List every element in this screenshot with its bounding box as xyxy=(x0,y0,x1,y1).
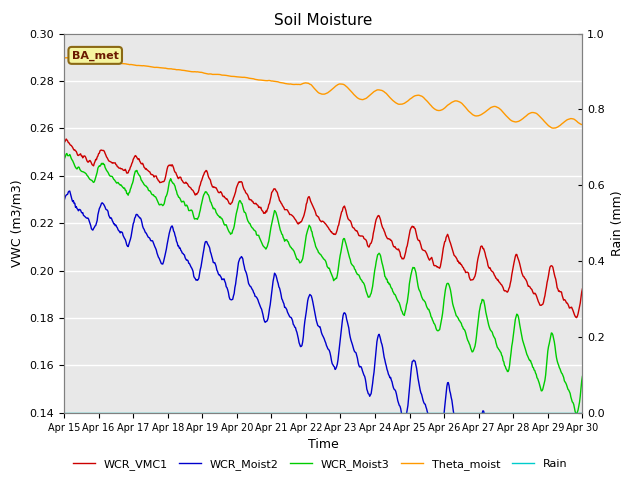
WCR_Moist3 xyxy=(124,191,131,196)
WCR_Moist3 xyxy=(60,157,68,163)
WCR_VMC1 xyxy=(70,147,78,153)
WCR_Moist2 xyxy=(60,198,68,204)
Rain xyxy=(203,410,211,416)
Line: WCR_Moist2: WCR_Moist2 xyxy=(64,191,582,480)
Rain xyxy=(401,410,409,416)
Theta_moist xyxy=(579,122,586,128)
Theta_moist xyxy=(387,96,394,101)
Rain xyxy=(386,410,394,416)
WCR_Moist2 xyxy=(70,201,78,206)
WCR_VMC1 xyxy=(579,286,586,292)
WCR_VMC1 xyxy=(204,170,211,176)
WCR_VMC1 xyxy=(402,249,410,255)
WCR_Moist3 xyxy=(70,161,78,167)
WCR_Moist2 xyxy=(204,241,211,247)
Theta_moist xyxy=(70,55,78,61)
Rain xyxy=(175,410,183,416)
Text: BA_met: BA_met xyxy=(72,50,118,60)
WCR_Moist3 xyxy=(176,196,184,202)
Line: WCR_Moist3: WCR_Moist3 xyxy=(64,154,582,414)
WCR_Moist2 xyxy=(124,243,131,249)
Y-axis label: VWC (m3/m3): VWC (m3/m3) xyxy=(11,180,24,267)
Rain xyxy=(123,410,131,416)
WCR_VMC1 xyxy=(387,238,394,243)
WCR_Moist2 xyxy=(176,245,184,251)
Y-axis label: Rain (mm): Rain (mm) xyxy=(611,191,623,256)
Rain xyxy=(70,410,77,416)
WCR_Moist2 xyxy=(387,374,394,380)
Legend: WCR_VMC1, WCR_Moist2, WCR_Moist3, Theta_moist, Rain: WCR_VMC1, WCR_Moist2, WCR_Moist3, Theta_… xyxy=(68,455,572,474)
Title: Soil Moisture: Soil Moisture xyxy=(274,13,372,28)
WCR_Moist3 xyxy=(573,411,580,417)
Theta_moist xyxy=(402,99,410,105)
WCR_Moist3 xyxy=(402,307,410,312)
WCR_VMC1 xyxy=(176,174,184,180)
WCR_Moist3 xyxy=(387,284,394,289)
Rain xyxy=(60,410,68,416)
Theta_moist xyxy=(124,61,131,67)
WCR_Moist3 xyxy=(204,191,211,197)
Line: Theta_moist: Theta_moist xyxy=(64,58,582,128)
Theta_moist xyxy=(67,55,74,60)
Theta_moist xyxy=(550,125,557,131)
WCR_VMC1 xyxy=(573,315,580,321)
WCR_Moist3 xyxy=(63,151,71,156)
WCR_Moist3 xyxy=(579,373,586,379)
WCR_VMC1 xyxy=(60,139,68,145)
WCR_VMC1 xyxy=(124,170,131,176)
X-axis label: Time: Time xyxy=(308,438,339,451)
Rain xyxy=(579,410,586,416)
Theta_moist xyxy=(204,71,211,77)
Theta_moist xyxy=(60,55,68,61)
WCR_Moist2 xyxy=(402,416,410,421)
WCR_VMC1 xyxy=(62,136,70,142)
WCR_Moist2 xyxy=(66,188,74,194)
Theta_moist xyxy=(176,67,184,73)
Line: WCR_VMC1: WCR_VMC1 xyxy=(64,139,582,318)
